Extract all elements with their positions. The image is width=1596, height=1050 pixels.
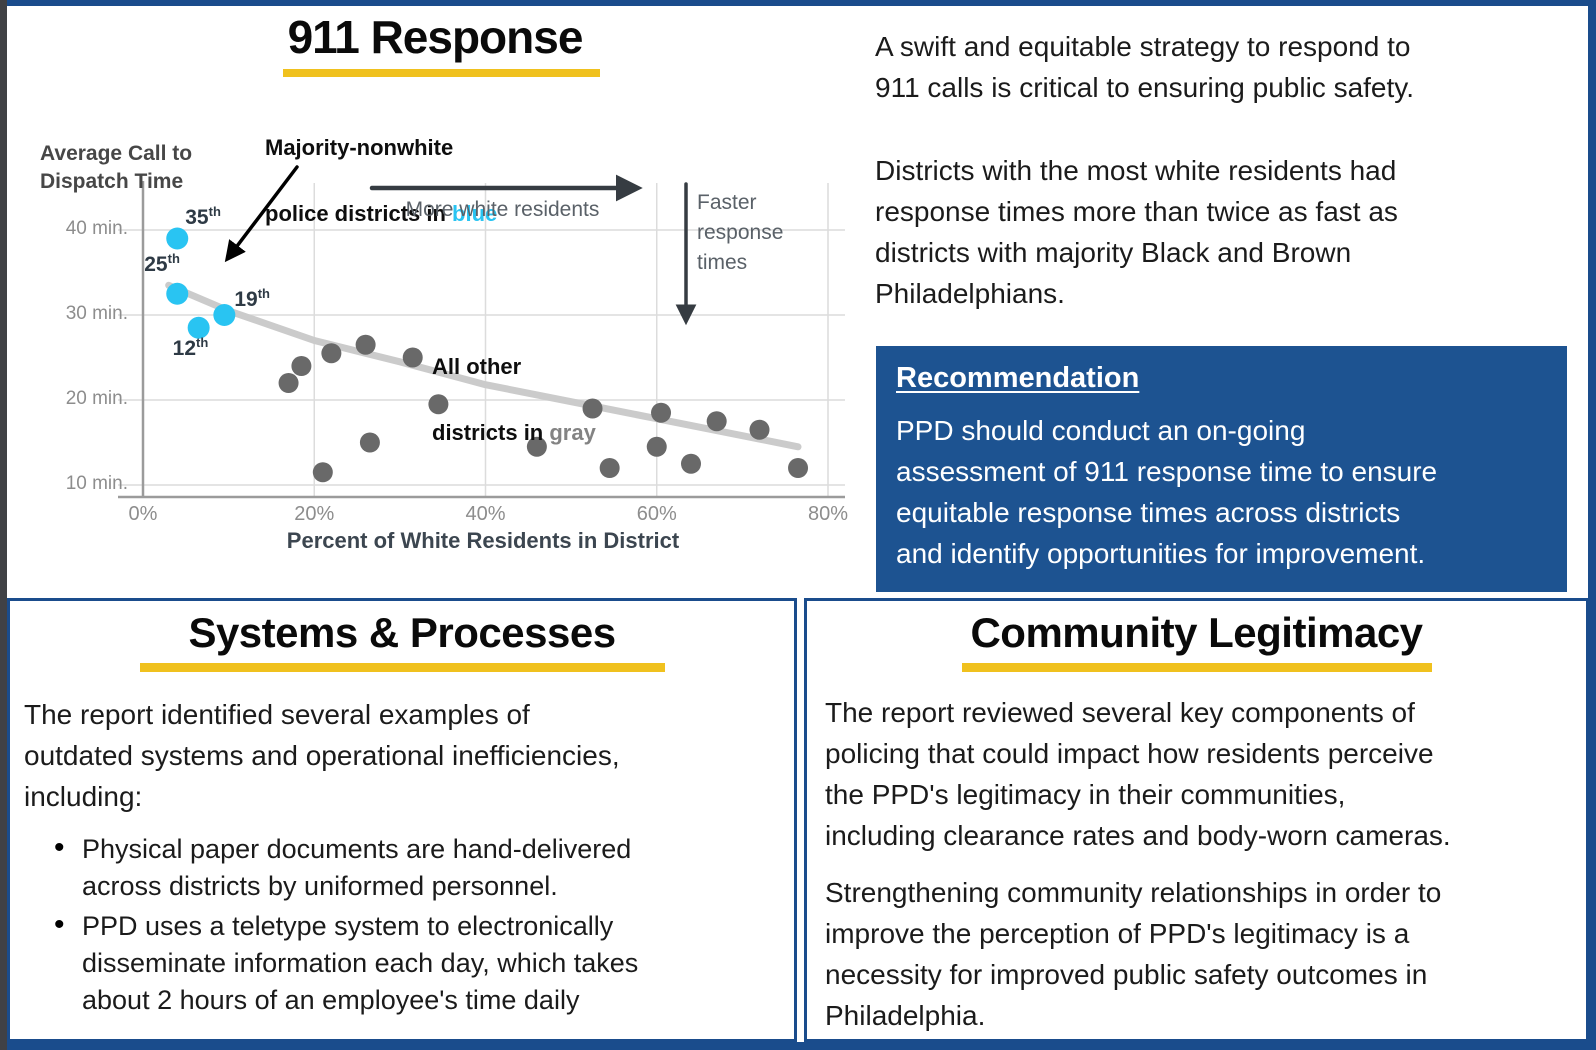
district-dot-gray xyxy=(359,432,380,453)
district-dot-gray xyxy=(599,458,620,478)
more-white-residents-label: More white residents xyxy=(405,198,600,221)
y-tick-label: 10 min. xyxy=(65,473,128,494)
y-tick-label: 30 min. xyxy=(65,303,128,324)
systems-title: Systems & Processes xyxy=(188,609,616,656)
annotation-line1: All other xyxy=(432,354,522,379)
viewer-edge-strip xyxy=(0,0,7,1050)
intro-paragraph-2: Districts with the most white residents … xyxy=(875,155,1398,309)
section-title-911-response: 911 Response xyxy=(287,11,584,63)
district-dot-gray xyxy=(749,419,770,440)
highlight-word-blue: blue xyxy=(452,201,498,226)
district-label: 12th xyxy=(172,334,209,360)
recommendation-body: PPD should conduct an on-going assessmen… xyxy=(896,415,1438,569)
highlight-word-gray: gray xyxy=(549,420,596,445)
district-label: 25th xyxy=(144,250,180,276)
systems-title-underline xyxy=(139,663,665,672)
y-tick-label: 40 min. xyxy=(65,218,128,239)
community-paragraph-1: The report reviewed several key componen… xyxy=(825,697,1451,851)
district-dot-gray xyxy=(651,402,672,423)
community-paragraph-2: Strengthening community relationships in… xyxy=(825,877,1442,1031)
x-tick-label: 40% xyxy=(465,503,506,525)
ordinal-suffix: th xyxy=(257,286,270,301)
district-dot-gray xyxy=(402,347,423,368)
page-border-right xyxy=(1588,0,1596,1050)
district-dot-gray xyxy=(706,411,727,432)
faster-response-label: Faster response times xyxy=(697,191,784,274)
district-dot-gray xyxy=(321,343,342,364)
annotation-line2: police districts in blue xyxy=(265,201,498,226)
district-dot-gray xyxy=(291,356,312,376)
district-dot-blue xyxy=(213,304,236,326)
x-tick-label: 20% xyxy=(294,503,335,525)
x-axis-title: Percent of White Residents in District xyxy=(286,528,680,553)
district-dot-gray xyxy=(646,436,667,457)
annotation-majority-nonwhite: Majority-nonwhite police districts in bl… xyxy=(265,98,497,263)
district-dot-gray xyxy=(681,453,701,474)
community-title: Community Legitimacy xyxy=(970,609,1423,656)
district-dot-blue xyxy=(166,282,189,305)
systems-processes-panel: Systems & Processes The report identifie… xyxy=(7,598,797,1042)
district-dot-gray xyxy=(355,334,376,355)
intro-text-column: A swift and equitable strategy to respon… xyxy=(875,26,1588,314)
systems-bullet-list: Physical paper documents are hand-delive… xyxy=(54,829,780,1019)
annotation-line1: Majority-nonwhite xyxy=(265,135,454,160)
x-tick-label: 60% xyxy=(636,503,677,525)
x-tick-label: 0% xyxy=(128,503,158,525)
community-legitimacy-panel: Community Legitimacy The report reviewed… xyxy=(804,598,1589,1042)
district-dot-gray xyxy=(312,462,333,483)
page-border-top xyxy=(7,0,1596,6)
ordinal-suffix: th xyxy=(167,250,180,266)
annotation-line2: districts in gray xyxy=(432,420,596,445)
ordinal-suffix: th xyxy=(196,334,209,350)
systems-intro: The report identified several examples o… xyxy=(24,699,620,812)
ordinal-suffix: th xyxy=(208,203,221,219)
bullet-item: Physical paper documents are hand-delive… xyxy=(54,829,780,905)
page-border-bottom xyxy=(7,1042,1596,1050)
district-label: 35th xyxy=(185,203,221,229)
district-dot-gray xyxy=(278,373,299,393)
recommendation-heading: Recommendation xyxy=(896,362,1140,394)
title-underline-bar xyxy=(283,69,600,77)
district-label: 19th xyxy=(234,286,270,311)
y-axis-title: Average Call to Dispatch Time xyxy=(40,142,193,193)
district-dot-gray xyxy=(788,458,809,478)
community-title-underline xyxy=(961,663,1432,672)
bullet-item: PPD uses a teletype system to electronic… xyxy=(54,906,780,1019)
annotation-other-districts: All other districts in gray xyxy=(432,317,596,482)
x-tick-label: 80% xyxy=(807,503,849,525)
district-dot-blue xyxy=(166,227,189,250)
y-tick-label: 20 min. xyxy=(65,388,128,409)
intro-paragraph-1: A swift and equitable strategy to respon… xyxy=(875,31,1414,103)
recommendation-box: Recommendation PPD should conduct an on-… xyxy=(876,346,1567,592)
